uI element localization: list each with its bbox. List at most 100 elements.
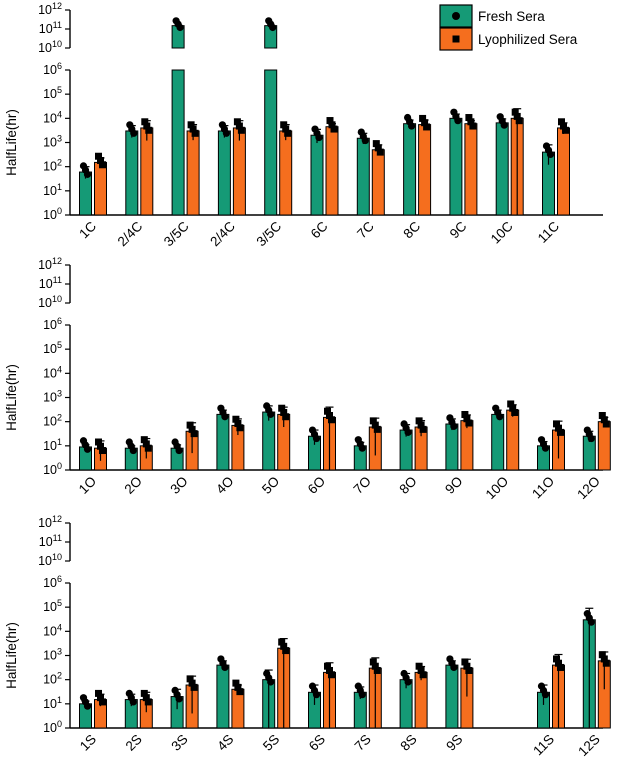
data-point-lyo bbox=[509, 404, 517, 412]
data-point-lyo bbox=[232, 679, 240, 687]
y-tick-label: 101 bbox=[43, 437, 62, 453]
data-point-lyo bbox=[141, 118, 149, 126]
y-tick-label: 106 bbox=[43, 574, 62, 590]
data-point-lyo bbox=[369, 417, 377, 425]
data-point-lyo bbox=[280, 121, 288, 129]
bar-fresh bbox=[216, 413, 230, 471]
data-point-lyo bbox=[190, 430, 198, 438]
x-tick-label: 3O bbox=[167, 474, 190, 497]
data-point-lyo bbox=[233, 118, 241, 126]
y-tick-label: 105 bbox=[43, 340, 62, 356]
data-point-lyo bbox=[600, 655, 608, 663]
x-tick-label: 5S bbox=[260, 732, 282, 754]
data-point-lyo bbox=[191, 129, 199, 137]
data-point-lyo bbox=[282, 125, 290, 133]
data-point-lyo bbox=[186, 421, 194, 429]
data-point-lyo bbox=[423, 123, 431, 131]
data-point-lyo bbox=[188, 679, 196, 687]
data-point-lyo bbox=[188, 425, 196, 433]
bar-fresh bbox=[445, 664, 459, 729]
data-point-lyo bbox=[557, 663, 564, 671]
data-point-lyo bbox=[373, 666, 381, 674]
bar-lyo bbox=[557, 127, 570, 216]
y-tick-label: 1010 bbox=[38, 39, 62, 55]
data-point-lyo bbox=[463, 662, 471, 670]
data-point-fresh bbox=[358, 691, 366, 699]
data-point-fresh bbox=[267, 678, 275, 686]
data-point-fresh bbox=[129, 698, 137, 706]
data-point-lyo bbox=[371, 421, 379, 429]
data-point-lyo bbox=[99, 698, 106, 706]
data-point-lyo bbox=[467, 118, 475, 126]
bar-lyo bbox=[506, 409, 520, 471]
data-point-lyo bbox=[280, 642, 288, 650]
data-point-lyo bbox=[324, 662, 331, 670]
data-point-lyo bbox=[371, 662, 379, 670]
y-tick-label: 1012 bbox=[38, 256, 62, 272]
data-point-lyo bbox=[234, 683, 242, 691]
data-point-lyo bbox=[95, 689, 102, 697]
data-point-lyo bbox=[144, 444, 152, 452]
x-tick-label: 3/5C bbox=[161, 218, 192, 249]
data-point-lyo bbox=[140, 436, 148, 444]
data-point-lyo bbox=[558, 118, 565, 126]
data-point-lyo bbox=[99, 161, 106, 169]
bar-lyo bbox=[140, 127, 154, 216]
data-point-fresh bbox=[541, 691, 550, 699]
data-point-lyo bbox=[330, 125, 338, 133]
x-tick-label: 12O bbox=[574, 474, 603, 503]
data-point-fresh bbox=[408, 122, 416, 130]
y-tick-label: 104 bbox=[43, 364, 62, 380]
data-point-lyo bbox=[328, 671, 335, 679]
data-point-lyo bbox=[190, 683, 198, 691]
x-tick-label: 6O bbox=[305, 474, 328, 497]
y-tick-label: 1011 bbox=[39, 533, 62, 549]
x-tick-label: 12S bbox=[575, 732, 603, 760]
data-point-fresh bbox=[546, 150, 555, 159]
bar-fresh bbox=[495, 122, 509, 216]
x-tick-label: 7S bbox=[352, 732, 374, 754]
data-point-lyo bbox=[600, 416, 608, 424]
data-point-lyo bbox=[328, 121, 336, 129]
data-point-lyo bbox=[326, 117, 334, 125]
data-point-fresh bbox=[83, 445, 92, 453]
data-point-fresh bbox=[222, 129, 230, 137]
bar-fresh bbox=[449, 117, 463, 216]
bar-fresh bbox=[491, 413, 505, 471]
data-point-fresh bbox=[541, 444, 550, 452]
x-tick-label: 6C bbox=[308, 218, 331, 241]
data-point-fresh bbox=[130, 129, 138, 137]
bar-lyo bbox=[325, 126, 339, 216]
y-tick-label: 105 bbox=[43, 598, 62, 614]
bar-fresh bbox=[217, 130, 231, 216]
y-tick-label: 1010 bbox=[38, 552, 62, 568]
data-point-lyo bbox=[419, 114, 427, 122]
x-tick-label: 8C bbox=[400, 218, 423, 241]
data-point-lyo bbox=[376, 148, 384, 156]
data-point-lyo bbox=[513, 112, 521, 120]
x-tick-label: 3/5C bbox=[254, 218, 285, 249]
data-point-fresh bbox=[587, 618, 595, 626]
x-tick-label: 1C bbox=[76, 218, 99, 241]
data-point-lyo bbox=[97, 442, 104, 450]
data-point-fresh bbox=[404, 678, 412, 686]
data-point-lyo bbox=[465, 114, 473, 122]
data-point-lyo bbox=[282, 647, 290, 655]
bar-lyo bbox=[186, 130, 200, 216]
y-axis-label: HalfLife(hr) bbox=[4, 622, 19, 689]
x-tick-label: 2S bbox=[123, 732, 145, 754]
data-point-fresh bbox=[83, 702, 92, 710]
data-point-lyo bbox=[99, 447, 106, 455]
data-point-lyo bbox=[419, 425, 427, 433]
x-tick-label: 8O bbox=[396, 474, 419, 497]
data-point-lyo bbox=[553, 655, 560, 663]
legend-label-fresh: Fresh Sera bbox=[478, 9, 545, 24]
x-tick-label: 7C bbox=[354, 218, 377, 241]
legend-label-lyo: Lyophilized Sera bbox=[478, 32, 578, 47]
data-point-lyo bbox=[511, 108, 519, 116]
data-point-lyo bbox=[187, 121, 195, 129]
data-point-lyo bbox=[515, 117, 523, 125]
y-tick-label: 100 bbox=[43, 719, 62, 735]
data-point-fresh bbox=[267, 410, 275, 418]
